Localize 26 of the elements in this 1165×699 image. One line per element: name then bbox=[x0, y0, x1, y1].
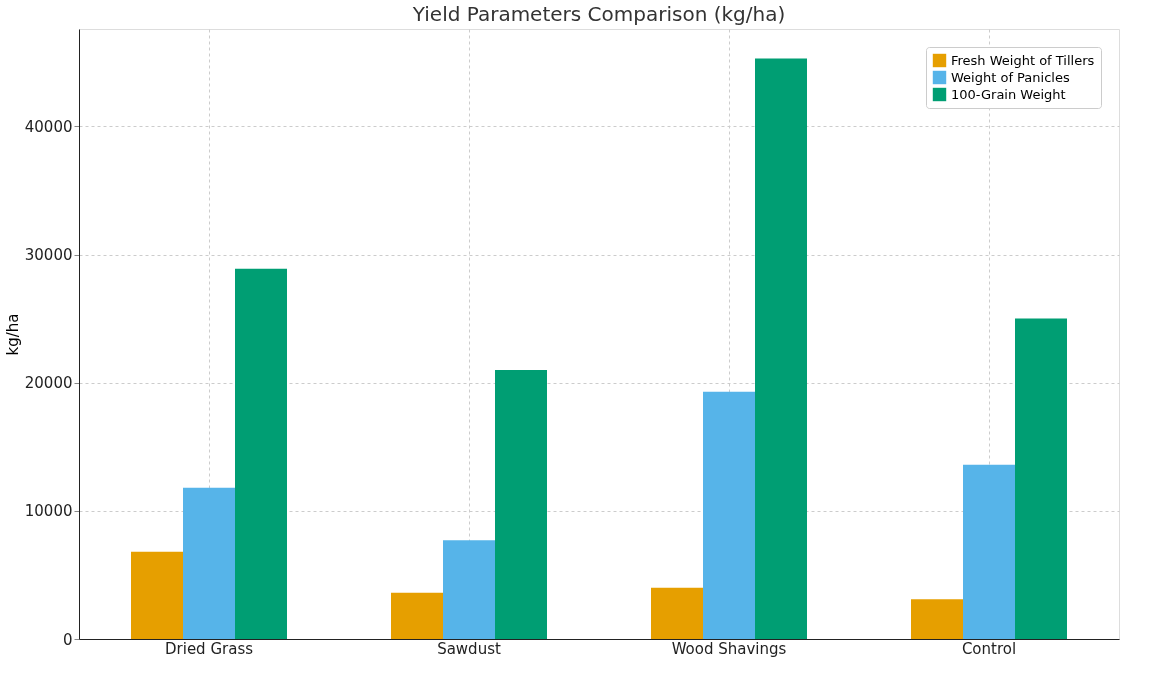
bar bbox=[131, 551, 183, 639]
bar bbox=[391, 592, 443, 639]
y-axis-title: kg/ha bbox=[3, 313, 22, 356]
x-tick-label: Dried Grass bbox=[164, 639, 254, 658]
bar bbox=[495, 369, 547, 639]
bar bbox=[1015, 318, 1067, 639]
y-tick-label: 10000 bbox=[24, 502, 73, 521]
bar bbox=[703, 391, 755, 639]
bar bbox=[183, 487, 235, 639]
x-tick-label: Wood Shavings bbox=[671, 639, 787, 658]
legend-label: Fresh Weight of Tillers bbox=[951, 52, 1095, 68]
x-tick-label: Control bbox=[961, 639, 1017, 658]
bar bbox=[755, 58, 807, 639]
y-tick-label: 30000 bbox=[24, 246, 73, 265]
bar bbox=[651, 587, 703, 639]
bar bbox=[235, 268, 287, 639]
legend-label: 100-Grain Weight bbox=[951, 86, 1066, 102]
legend-label: Weight of Panicles bbox=[951, 69, 1070, 85]
bar bbox=[911, 599, 963, 639]
y-tick-label: 0 bbox=[62, 630, 73, 649]
y-tick-label: 20000 bbox=[24, 374, 73, 393]
bar bbox=[443, 540, 495, 639]
bar bbox=[963, 464, 1015, 639]
chart-title: Yield Parameters Comparison (kg/ha) bbox=[411, 2, 786, 26]
y-tick-label: 40000 bbox=[24, 117, 73, 136]
x-tick-label: Sawdust bbox=[437, 639, 501, 658]
